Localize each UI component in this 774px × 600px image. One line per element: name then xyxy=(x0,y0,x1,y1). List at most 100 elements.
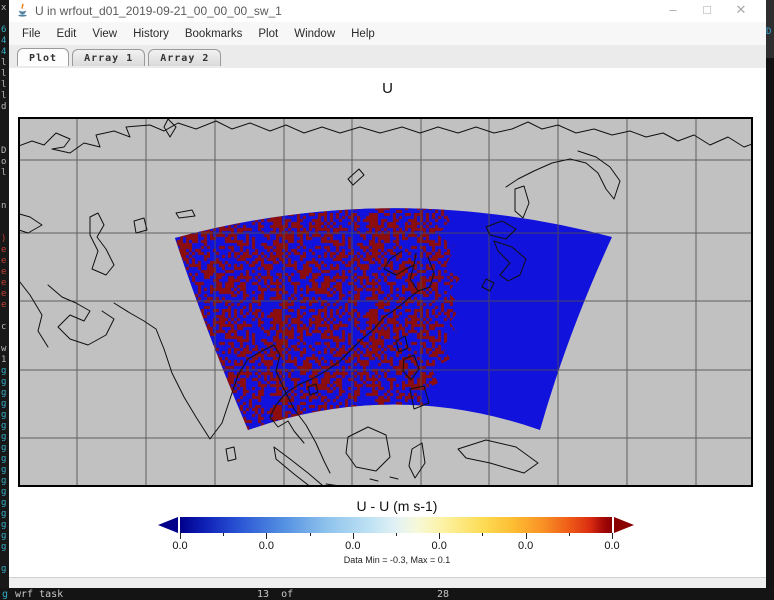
terminal-char: D xyxy=(1,146,7,156)
window-title: U in wrfout_d01_2019-09-21_00_00_00_sw_1 xyxy=(35,4,282,18)
colorbar-tick-label: 0.0 xyxy=(431,540,447,552)
colorbar-tick-mark xyxy=(396,533,397,536)
terminal-char: g xyxy=(1,366,7,376)
plot-panel: U xyxy=(9,68,766,578)
colorbar-tick-mark xyxy=(180,533,181,539)
terminal-char: g xyxy=(1,520,7,530)
terminal-char xyxy=(0,333,9,344)
terminal-char xyxy=(0,190,9,201)
terminal-char: g xyxy=(1,377,7,387)
terminal-char: 1 xyxy=(1,355,7,365)
close-button[interactable]: ✕ xyxy=(735,2,747,17)
colorbar-right-arrow-icon xyxy=(614,517,634,533)
terminal-char: l xyxy=(1,58,7,68)
terminal-char: g xyxy=(1,476,7,486)
menu-item-history[interactable]: History xyxy=(133,27,169,40)
colorbar-tick-mark xyxy=(482,533,484,536)
grid-lines xyxy=(18,117,753,487)
title-bar: U in wrfout_d01_2019-09-21_00_00_00_sw_1… xyxy=(9,0,766,22)
coastlines xyxy=(15,118,756,489)
terminal-char: g xyxy=(1,421,7,431)
terminal-char xyxy=(0,212,9,223)
colorbar-tick-label: 0.0 xyxy=(172,540,188,552)
terminal-char: e xyxy=(1,245,7,255)
terminal-text: g xyxy=(2,589,9,600)
terminal-char xyxy=(0,311,9,322)
tab-bar: Plot Array 1 Array 2 xyxy=(9,46,766,70)
menu-item-help[interactable]: Help xyxy=(351,27,375,40)
terminal-text: 13 of xyxy=(257,589,294,600)
colorbar-tick-mark xyxy=(525,533,527,539)
terminal-char: g xyxy=(1,564,7,574)
terminal-right-strip: D xyxy=(766,0,774,600)
terminal-right-topseg xyxy=(766,0,774,58)
terminal-char: 4 xyxy=(1,36,7,46)
colorbar-stats: Data Min = -0.3, Max = 0.1 xyxy=(343,555,451,565)
colorbar-tick-label: 0.0 xyxy=(258,540,275,552)
colorbar-tick-label: 0.0 xyxy=(604,540,620,552)
terminal-char xyxy=(0,553,9,564)
terminal-char: l xyxy=(1,91,7,101)
terminal-char: g xyxy=(1,432,7,442)
maximize-button[interactable]: □ xyxy=(703,2,711,17)
colorbar-tick-mark xyxy=(352,533,354,539)
map-border xyxy=(18,117,753,487)
terminal-text: wrf task xyxy=(15,589,64,600)
colorbar-left-arrow-icon xyxy=(158,517,178,533)
colorbar-tick-mark xyxy=(612,533,613,539)
window-bottom-strip xyxy=(9,577,766,588)
terminal-char: n xyxy=(1,201,7,211)
menu-item-file[interactable]: File xyxy=(22,27,41,40)
terminal-char xyxy=(0,14,9,25)
terminal-char: g xyxy=(1,487,7,497)
tab-plot[interactable]: Plot xyxy=(17,48,70,66)
colorbar-title: U - U (m s-1) xyxy=(356,498,438,514)
plot-title: U xyxy=(382,80,393,97)
colorbar-ticks xyxy=(180,533,613,540)
window-controls: – □ ✕ xyxy=(656,0,758,22)
terminal-char: g xyxy=(1,388,7,398)
terminal-char xyxy=(0,113,9,124)
terminal-char: g xyxy=(1,454,7,464)
menu-item-edit[interactable]: Edit xyxy=(56,27,77,40)
terminal-char: l xyxy=(1,168,7,178)
map-plot xyxy=(15,117,756,489)
terminal-char: g xyxy=(1,531,7,541)
terminal-char: l xyxy=(1,80,7,90)
colorbar-tick-mark xyxy=(439,533,441,539)
colorbar-tick-mark xyxy=(309,533,311,536)
terminal-char: 6 xyxy=(1,25,7,35)
terminal-char: x xyxy=(1,3,7,13)
tab-array-1[interactable]: Array 1 xyxy=(72,49,146,66)
minimize-button[interactable]: – xyxy=(669,2,677,17)
terminal-bottom-line: g wrf task 13 of 28 xyxy=(0,588,774,600)
menu-item-bookmarks[interactable]: Bookmarks xyxy=(184,27,243,40)
terminal-char: e xyxy=(1,289,7,299)
tab-array-2[interactable]: Array 2 xyxy=(148,49,222,66)
terminal-char: e xyxy=(1,256,7,266)
terminal-char: g xyxy=(1,509,7,519)
colorbar-tick-mark xyxy=(223,533,225,536)
terminal-char: ) xyxy=(1,234,7,244)
terminal-char: 4 xyxy=(1,47,7,57)
terminal-char: e xyxy=(1,267,7,277)
menu-bar: File Edit View History Bookmarks Plot Window He… xyxy=(9,22,766,46)
terminal-char xyxy=(0,124,9,135)
terminal-char: e xyxy=(1,278,7,288)
terminal-char: g xyxy=(1,443,7,453)
terminal-char: d xyxy=(1,102,7,112)
terminal-char: g xyxy=(1,498,7,508)
java-icon xyxy=(18,3,27,17)
terminal-char: w xyxy=(1,344,7,354)
colorbar-tick-mark xyxy=(568,533,570,536)
colorbar-tick-label: 0.0 xyxy=(517,540,534,552)
menu-item-view[interactable]: View xyxy=(92,27,118,40)
menu-item-window[interactable]: Window xyxy=(294,27,336,40)
terminal-char: D xyxy=(766,27,772,37)
terminal-char: g xyxy=(1,542,7,552)
menu-item-plot[interactable]: Plot xyxy=(258,27,279,40)
terminal-char: c xyxy=(1,322,7,332)
terminal-text: 28 xyxy=(437,589,450,600)
terminal-char: g xyxy=(1,399,7,409)
